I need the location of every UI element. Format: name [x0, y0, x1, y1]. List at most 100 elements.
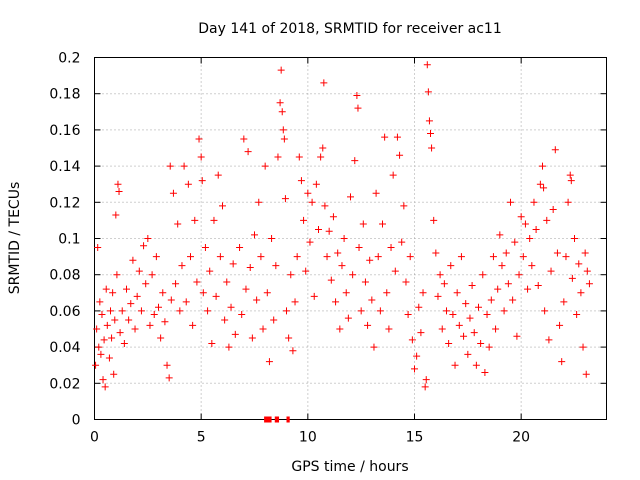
- data-point: [236, 244, 244, 252]
- data-point: [133, 292, 141, 300]
- data-point: [257, 253, 265, 261]
- data-point: [349, 271, 357, 279]
- data-point: [526, 235, 534, 242]
- data-point: [340, 235, 348, 242]
- y-tick-label: 0.18: [49, 87, 80, 103]
- data-point: [494, 285, 502, 293]
- data-point: [404, 311, 412, 319]
- data-point: [223, 278, 231, 286]
- data-point: [515, 271, 523, 279]
- data-point: [231, 330, 239, 338]
- data-point: [513, 332, 521, 340]
- data-point: [259, 325, 267, 333]
- y-tick-label: 0.06: [49, 304, 80, 320]
- data-point: [487, 296, 495, 304]
- data-point: [376, 307, 384, 315]
- data-point: [483, 311, 491, 319]
- data-point: [332, 298, 340, 306]
- data-point: [300, 216, 308, 224]
- data-point: [310, 292, 318, 300]
- data-point: [430, 216, 438, 224]
- x-tick-label: 5: [197, 430, 206, 446]
- data-point: [206, 267, 214, 275]
- data-point: [455, 321, 463, 329]
- data-point: [361, 278, 369, 286]
- data-point: [280, 135, 288, 143]
- data-point: [579, 343, 587, 351]
- data-point: [101, 383, 109, 391]
- data-point: [468, 282, 476, 290]
- data-point: [393, 133, 401, 141]
- data-point: [402, 278, 410, 286]
- data-point: [248, 334, 256, 342]
- data-point: [208, 339, 216, 347]
- data-point: [140, 242, 148, 250]
- data-point: [242, 285, 250, 293]
- data-point: [344, 314, 352, 322]
- tick-layer: 0 5 10 15 20 0 0.02 0.04 0.06 0.08 0.1 0.12 0.14 0.16…: [49, 51, 607, 446]
- zero-gap-marker: [286, 416, 290, 423]
- data-point: [244, 148, 252, 156]
- data-point: [325, 227, 333, 235]
- data-point: [279, 126, 287, 134]
- data-point: [263, 289, 271, 297]
- data-point: [216, 253, 224, 261]
- data-point: [135, 267, 143, 275]
- data-point: [221, 316, 229, 324]
- data-point: [255, 198, 263, 206]
- data-point: [470, 329, 478, 337]
- data-point: [304, 189, 312, 197]
- data-point: [253, 296, 261, 304]
- data-point: [583, 267, 591, 275]
- data-point: [453, 289, 461, 297]
- data-point: [427, 130, 434, 138]
- data-point: [287, 271, 295, 279]
- data-point: [317, 153, 325, 161]
- data-point: [312, 180, 320, 188]
- data-point: [142, 280, 150, 288]
- data-point: [195, 135, 203, 143]
- data-point: [114, 180, 122, 188]
- data-point: [417, 329, 425, 337]
- data-point: [551, 146, 559, 154]
- data-point: [285, 334, 293, 342]
- data-point: [99, 376, 107, 384]
- data-point: [451, 361, 459, 369]
- data-point: [545, 336, 553, 344]
- data-point: [383, 289, 391, 297]
- data-point: [176, 307, 184, 315]
- data-point: [118, 307, 126, 315]
- data-point: [556, 321, 564, 329]
- y-tick-label: 0.2: [58, 51, 80, 67]
- data-point: [379, 220, 386, 228]
- data-point: [342, 289, 350, 297]
- data-point: [357, 307, 365, 315]
- data-point: [347, 193, 354, 201]
- data-point: [400, 202, 408, 210]
- data-point: [540, 184, 548, 192]
- y-tick-label: 0.04: [49, 340, 80, 356]
- data-point: [519, 253, 527, 261]
- data-point: [283, 307, 290, 315]
- data-point: [524, 285, 532, 293]
- data-point: [530, 198, 538, 206]
- data-point: [575, 260, 583, 268]
- data-point: [246, 263, 254, 271]
- data-point: [355, 244, 363, 252]
- y-tick-label: 0.12: [49, 195, 80, 211]
- chart-title: Day 141 of 2018, SRMTID for receiver ac1…: [198, 21, 502, 37]
- data-point: [278, 108, 286, 116]
- data-point: [413, 352, 421, 360]
- data-point: [165, 374, 173, 382]
- data-point: [334, 249, 342, 257]
- y-tick-label: 0.1: [58, 232, 80, 248]
- data-point: [372, 189, 380, 197]
- data-point: [457, 253, 465, 261]
- data-point: [161, 318, 169, 326]
- data-point: [567, 177, 575, 185]
- data-point: [581, 249, 589, 257]
- data-point: [166, 162, 174, 170]
- data-point: [438, 325, 446, 333]
- data-point: [368, 296, 376, 304]
